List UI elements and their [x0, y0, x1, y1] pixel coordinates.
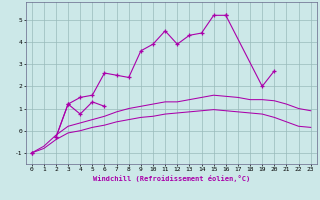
X-axis label: Windchill (Refroidissement éolien,°C): Windchill (Refroidissement éolien,°C) [92, 175, 250, 182]
